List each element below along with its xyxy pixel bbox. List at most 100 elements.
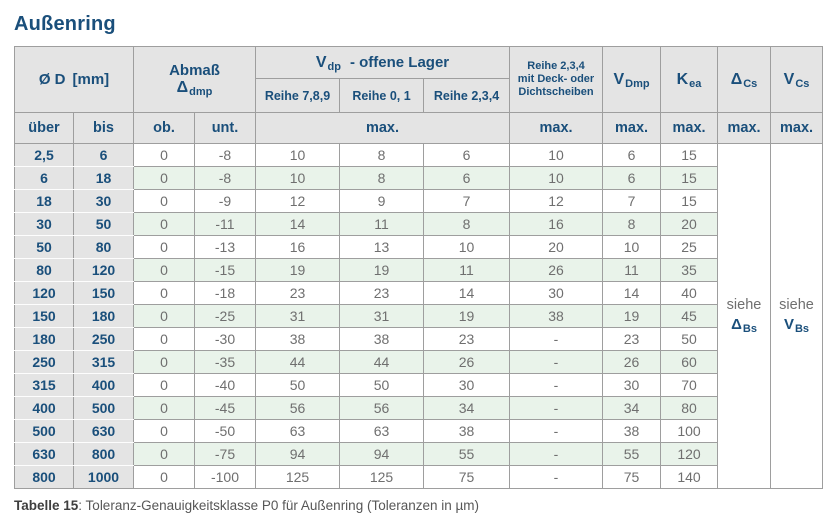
tolerance-value-cell: 19	[255, 258, 340, 282]
diameter-range-cell: 30	[14, 212, 74, 236]
tolerance-value-cell: 6	[422, 143, 511, 167]
tolerance-value-cell: 25	[660, 235, 719, 259]
table-row: 18 30 0 -9 12 9 7 12 7 15	[14, 189, 823, 213]
vdp-suffix: - offene Lager	[349, 53, 450, 71]
tolerance-value-cell: 55	[602, 442, 662, 466]
diameter-range-cell: 18	[14, 189, 74, 213]
tolerance-value-cell: 56	[339, 396, 424, 420]
tolerance-value-cell: -35	[194, 350, 256, 374]
tolerance-value-cell: 26	[422, 350, 511, 374]
tolerance-value-cell: 120	[660, 442, 719, 466]
vdp-subscript: dp	[327, 60, 341, 73]
tolerance-value-cell: -	[509, 373, 604, 397]
tolerance-value-cell: 16	[509, 212, 604, 236]
diameter-range-cell: 150	[73, 281, 134, 305]
col-header-max-vcs: max.	[770, 112, 824, 144]
tolerance-value-cell: 55	[422, 442, 511, 466]
col-header-v-cs: VCs	[770, 46, 824, 113]
diameter-range-cell: 250	[73, 327, 134, 351]
diameter-range-cell: 6	[14, 166, 74, 190]
tolerance-value-cell: 38	[339, 327, 424, 351]
tolerance-value-cell: -9	[194, 189, 256, 213]
col-header-reihe-234: Reihe 2,3,4	[422, 78, 511, 113]
tolerance-value-cell: -	[509, 396, 604, 420]
col-header-diameter: Ø D [mm]	[14, 46, 134, 113]
diameter-range-cell: 400	[73, 373, 134, 397]
tolerance-value-cell: 20	[509, 235, 604, 259]
col-header-max-vdp: max.	[254, 112, 511, 144]
diameter-range-cell: 1000	[73, 465, 134, 489]
table-row: 80 120 0 -15 19 19 11 26 11 35	[14, 258, 823, 282]
diameter-range-cell: 180	[14, 327, 74, 351]
tolerance-value-cell: 60	[660, 350, 719, 374]
tolerance-value-cell: -18	[194, 281, 256, 305]
header-row-sub: über bis ob. unt. max. max. max. max. ma…	[14, 112, 824, 144]
v-bs-reference-note: siehe VBs	[770, 143, 824, 489]
tolerance-value-cell: 10	[255, 166, 340, 190]
page-title: Außenring	[14, 13, 116, 35]
table-row: 500 630 0 -50 63 63 38-38 100	[14, 419, 823, 443]
tolerance-value-cell: 140	[660, 465, 719, 489]
tolerance-value-cell: 6	[422, 166, 511, 190]
tolerance-value-cell: -50	[194, 419, 256, 443]
tolerance-value-cell: 23	[255, 281, 340, 305]
tolerance-value-cell: 38	[422, 419, 511, 443]
diameter-range-cell: 50	[14, 235, 74, 259]
tolerance-value-cell: 30	[509, 281, 604, 305]
tolerance-value-cell: 63	[339, 419, 424, 443]
diameter-range-cell: 630	[14, 442, 74, 466]
tolerance-value-cell: 100	[660, 419, 719, 443]
diameter-range-cell: 500	[73, 396, 134, 420]
tolerance-value-cell: 0	[133, 281, 195, 305]
tolerance-value-cell: 8	[339, 166, 424, 190]
diameter-range-cell: 80	[14, 258, 74, 282]
tolerance-value-cell: 50	[660, 327, 719, 351]
tolerance-value-cell: 44	[339, 350, 424, 374]
tolerance-value-cell: 70	[660, 373, 719, 397]
caption-text: : Toleranz-Genauigkeitsklasse P0 für Auß…	[78, 498, 480, 513]
tolerance-value-cell: 26	[509, 258, 604, 282]
tolerance-value-cell: 38	[255, 327, 340, 351]
tolerance-value-cell: 10	[422, 235, 511, 259]
diameter-range-cell: 150	[14, 304, 74, 328]
tolerance-value-cell: 45	[660, 304, 719, 328]
col-header-reihe-01: Reihe 0, 1	[339, 78, 424, 113]
tolerance-value-cell: 0	[133, 419, 195, 443]
diameter-range-cell: 400	[14, 396, 74, 420]
diameter-range-cell: 800	[73, 442, 134, 466]
tolerance-value-cell: -45	[194, 396, 256, 420]
diameter-range-cell: 315	[73, 350, 134, 374]
col-header-vdmp: VDmp	[602, 46, 662, 113]
tolerance-value-cell: 0	[133, 143, 195, 167]
table-row: 800 1000 0 -100 125 125 75-75 140	[14, 465, 823, 489]
tolerance-value-cell: 0	[133, 373, 195, 397]
tolerance-value-cell: 0	[133, 442, 195, 466]
header-row-reihe: Reihe 7,8,9 Reihe 0, 1 Reihe 2,3,4	[15, 78, 823, 113]
col-header-max-kea: max.	[660, 112, 719, 144]
diameter-range-cell: 80	[73, 235, 134, 259]
header-row-top: Ø D [mm] Abmaß Δdmp Vdp - offene Lager Rei…	[14, 46, 824, 113]
tolerance-value-cell: -	[509, 327, 604, 351]
tolerance-value-cell: 13	[339, 235, 424, 259]
tolerance-value-cell: -	[509, 442, 604, 466]
table-row: 30 50 0 -11 14 11 8 16 8 20	[14, 212, 823, 236]
tolerance-value-cell: 50	[339, 373, 424, 397]
col-header-deckscheiben: Reihe 2,3,4 mit Deck- oder Dichtscheiben	[509, 46, 604, 113]
tolerance-value-cell: -30	[194, 327, 256, 351]
page: Außenring Ø D [mm] Abmaß Δdmp Vdp - offene…	[14, 13, 824, 513]
col-header-bis: bis	[73, 112, 134, 144]
tolerance-value-cell: 40	[660, 281, 719, 305]
table-row: 630 800 0 -75 94 94 55-55 120	[14, 442, 823, 466]
diameter-unit: [mm]	[72, 70, 110, 88]
col-header-ob: ob.	[133, 112, 195, 144]
tolerance-value-cell: 14	[255, 212, 340, 236]
tolerance-value-cell: 9	[339, 189, 424, 213]
tolerance-value-cell: -25	[194, 304, 256, 328]
tolerance-value-cell: 0	[133, 304, 195, 328]
table-row: 250 315 0 -35 44 44 26-26 60	[14, 350, 823, 374]
tolerance-value-cell: 7	[602, 189, 662, 213]
tolerance-value-cell: -8	[194, 166, 256, 190]
tolerance-value-cell: 23	[602, 327, 662, 351]
tolerance-value-cell: 94	[255, 442, 340, 466]
table-body: 2,5 6 0 -8 10 8 6 10 6 15 siehe ΔBs siehe VBs 6 18 0 -8 10…	[14, 143, 824, 489]
